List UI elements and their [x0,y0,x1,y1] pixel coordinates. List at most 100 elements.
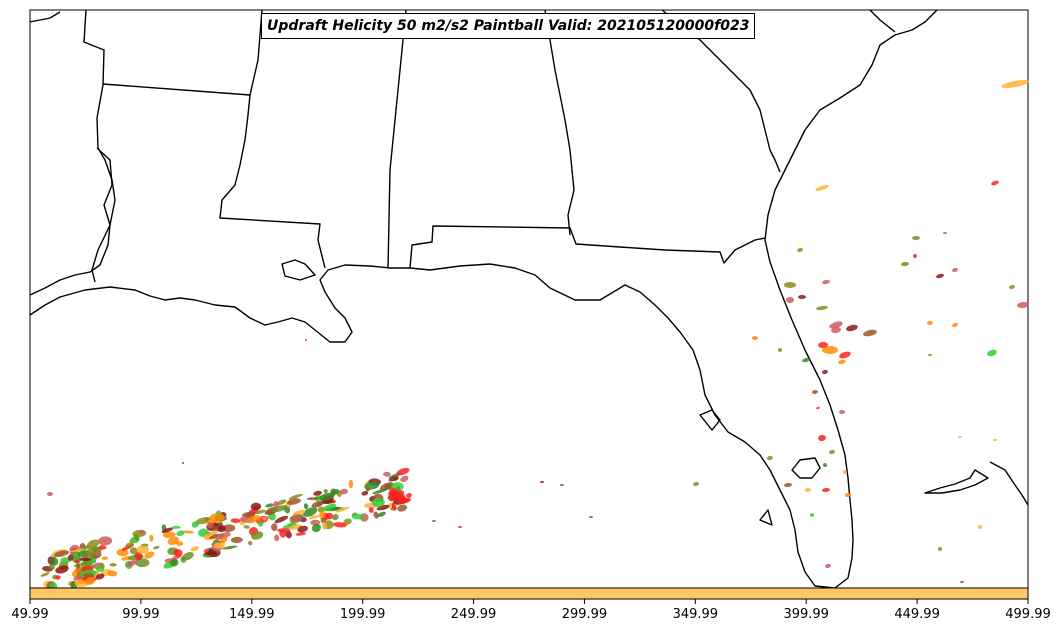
paintball-cell [274,515,289,524]
paintball-cell [230,518,241,524]
paintball-cell [784,482,792,488]
paintball-cell [767,455,773,461]
paintball-cell [825,563,831,569]
paintball-cell [351,513,365,520]
paintball-cell [831,326,841,334]
x-tick-label: 49.99 [11,607,49,622]
border-tx-la [29,9,116,296]
paintball-cell [319,492,335,501]
paintball-cell [311,523,322,533]
paintball-cell [286,498,301,505]
paintball-cell [95,573,105,580]
coastlines-and-borders [29,9,1029,589]
paintball-cell [149,534,154,542]
paintball-cell [191,521,199,528]
paintball-cell [952,322,958,328]
paintball-cell [432,520,436,522]
paintball-cell [805,487,811,493]
border-la-ms [219,94,326,269]
paintball-cell [313,490,322,496]
paintball-cell [1001,80,1029,88]
paintball-cell [810,513,814,517]
paintball-cell [293,509,306,516]
paintball-cell [843,470,847,474]
x-tick-label: 149.99 [229,607,275,622]
paintball-cell [786,296,794,304]
paintball-cell [129,547,138,555]
paintball-cell [912,235,920,241]
paintball-cell [138,530,145,535]
paintball-cell [335,506,350,513]
paintball-cell [271,505,287,513]
paintball-cells [40,80,1029,597]
paintball-cell [285,530,292,539]
paintball-cell [802,357,810,363]
paintball-cell [379,482,394,491]
paintball-cell [83,573,95,579]
paintball-cell [816,406,820,410]
paintball-cell [311,501,323,508]
paintball-cell [288,493,303,500]
x-tick-label: 299.99 [561,607,608,622]
paintball-cell [1017,301,1029,309]
paintball-cell [797,247,803,253]
paintball-cell [182,462,184,464]
paintball-cell [107,570,118,577]
paintball-cell [752,335,758,341]
paintball-cell [839,351,851,359]
paintball-cell [371,497,385,508]
paintball-cell [960,580,964,584]
paintball-cell [134,533,139,542]
paintball-cell [74,559,80,564]
paintball-cell [171,525,181,529]
paintball-cell [173,549,183,557]
paintball-cell [322,503,336,512]
paintball-cell [778,348,782,352]
paintball-cell [161,527,174,534]
paintball-cell [215,532,231,540]
paintball-cell [208,533,221,540]
paintball-cell [589,516,593,518]
paintball-cell [182,530,194,534]
paintball-cell [70,548,85,553]
paintball-cell [176,530,185,537]
paintball-cell [206,522,214,529]
paintball-cell [251,531,264,540]
paintball-cell [927,320,933,326]
colorbar [29,587,1029,600]
paintball-cell [943,231,947,235]
paintball-cell [248,540,253,546]
paintball-cell [377,511,386,517]
paintball-cell [390,489,397,495]
paintball-cell [213,542,222,549]
x-tick-label: 199.99 [339,607,386,622]
paintball-cell [938,547,942,551]
paintball-cell [53,550,70,558]
paintball-cell [204,551,217,555]
paintball-cell [55,575,61,580]
paintball-cell [257,521,264,527]
paintball-cell [323,489,328,494]
paintball-cell [79,557,92,562]
paintball-cell [180,556,186,563]
paintball-cell [170,559,179,567]
paintball-cell [320,517,327,524]
paintball-cell [98,536,113,546]
paintball-cell [306,497,320,501]
paintball-cell [92,546,98,553]
paintball-cell [383,471,391,477]
paintball-cell [958,435,962,439]
paintball-cell [220,536,228,543]
paintball-cell [136,545,149,555]
map-frame [29,9,1029,589]
paintball-cell [784,282,796,288]
paintball-cell [812,389,818,395]
paintball-cell [276,528,291,533]
paintball-cell [388,493,398,501]
border-ga-sc [661,9,781,173]
x-tick-label: 449.99 [894,607,940,622]
paintball-cell [116,548,129,557]
paintball-cell [135,558,150,568]
border-al-ga [544,9,575,236]
paintball-cell [153,545,160,550]
